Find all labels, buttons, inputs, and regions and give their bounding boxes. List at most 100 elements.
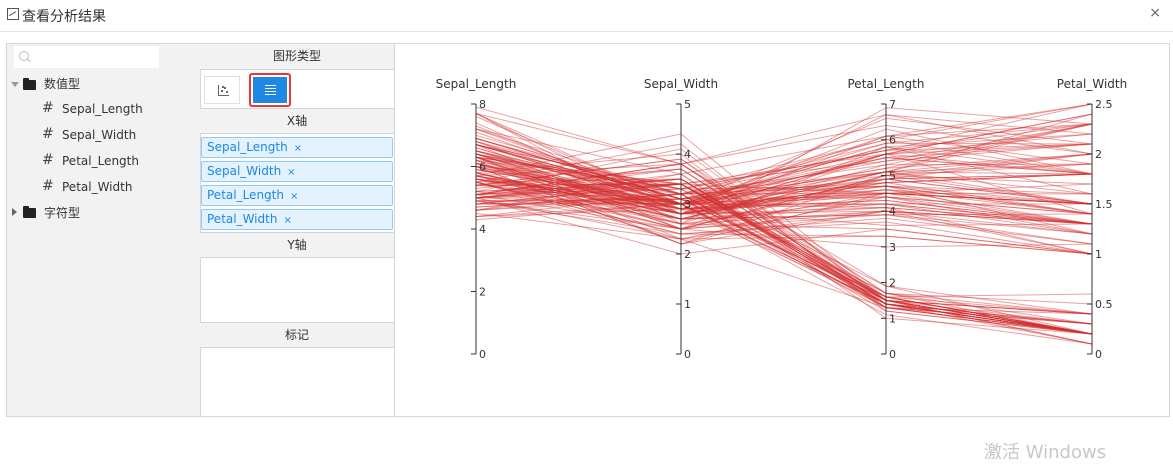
- data-line: [475, 133, 1093, 315]
- data-line: [475, 147, 1093, 215]
- tick-label: 3: [889, 241, 896, 254]
- data-line: [475, 163, 1093, 335]
- tick-label: 2: [684, 248, 691, 261]
- data-line: [475, 183, 1093, 335]
- remove-icon[interactable]: ×: [287, 167, 296, 178]
- data-line: [475, 162, 1093, 225]
- data-line: [475, 153, 1093, 225]
- data-line: [475, 183, 1093, 335]
- field-petal-width[interactable]: Petal_Width: [62, 180, 133, 194]
- data-line: [475, 188, 1093, 305]
- data-line: [475, 172, 1093, 235]
- x-field-chip[interactable]: Sepal_Width ×: [201, 161, 393, 182]
- data-line: [475, 175, 1093, 235]
- data-line: [475, 183, 1093, 335]
- data-line: [475, 158, 1093, 315]
- chart-icon: [7, 8, 19, 20]
- data-line: [475, 133, 1093, 215]
- remove-icon[interactable]: ×: [293, 143, 303, 154]
- window-titlebar: 查看分析结果 ×: [0, 0, 1173, 32]
- data-line: [475, 153, 1093, 215]
- data-line: [475, 178, 1093, 325]
- data-line: [475, 172, 1093, 255]
- data-line: [475, 175, 1093, 225]
- data-line: [475, 178, 1093, 225]
- folder-icon: [23, 78, 36, 90]
- data-line: [475, 169, 1093, 205]
- data-line: [475, 106, 1093, 165]
- data-line: [475, 141, 1093, 205]
- x-field-chip[interactable]: Petal_Width ×: [201, 209, 393, 230]
- tick-label: 4: [889, 205, 896, 218]
- close-icon[interactable]: ×: [1149, 5, 1161, 21]
- scatter-chart-button[interactable]: [204, 76, 240, 104]
- data-line: [475, 166, 1093, 245]
- tick-label: 2: [479, 286, 486, 299]
- data-line: [475, 166, 1093, 195]
- chart-type-header: 图形类型: [200, 44, 394, 70]
- data-line: [475, 178, 1093, 335]
- tick-label: 3: [684, 198, 691, 211]
- data-line: [475, 200, 1093, 335]
- data-line: [475, 123, 1093, 200]
- search-input[interactable]: [14, 46, 159, 68]
- data-line: [475, 181, 1093, 235]
- data-line: [475, 175, 1093, 225]
- y-axis-dropzone[interactable]: [200, 258, 394, 322]
- data-line: [475, 183, 1093, 230]
- data-line: [475, 150, 1093, 215]
- data-line: [475, 203, 1093, 335]
- data-line: [475, 150, 1093, 205]
- data-line: [476, 203, 1093, 345]
- data-line: [475, 141, 1093, 215]
- x-field-chip[interactable]: Petal_Length ×: [201, 185, 393, 206]
- x-field-chip[interactable]: Sepal_Length ×: [201, 137, 393, 158]
- y-axis-header: Y轴: [200, 232, 394, 258]
- data-line: [475, 156, 1093, 220]
- data-line: [475, 112, 1093, 215]
- numeric-field-icon: #: [42, 100, 54, 116]
- data-line: [475, 153, 1093, 200]
- remove-icon[interactable]: ×: [283, 215, 292, 226]
- tick-label: 0: [479, 348, 486, 361]
- data-line: [475, 166, 1093, 210]
- marker-dropzone[interactable]: [200, 348, 394, 416]
- chevron-down-icon[interactable]: [11, 82, 19, 87]
- data-line: [475, 169, 1093, 195]
- data-line: [475, 198, 1093, 335]
- data-line: [475, 178, 1093, 226]
- data-line: [475, 116, 1093, 205]
- data-line: [475, 193, 1093, 335]
- data-line: [475, 112, 1093, 205]
- data-line: [475, 178, 1093, 205]
- data-line: [476, 203, 1093, 325]
- data-line: [475, 107, 1093, 225]
- group-string[interactable]: 字符型: [44, 206, 81, 220]
- field-sepal-width[interactable]: Sepal_Width: [62, 128, 137, 142]
- chevron-right-icon[interactable]: [12, 208, 17, 216]
- tick-label: 6: [889, 134, 896, 147]
- data-line: [475, 184, 1093, 205]
- data-line: [475, 131, 1093, 205]
- data-line: [475, 193, 1093, 335]
- data-line: [475, 169, 1092, 205]
- data-line: [475, 175, 1093, 255]
- data-line: [475, 144, 1093, 205]
- data-line: [475, 181, 1093, 240]
- remove-icon[interactable]: ×: [289, 191, 299, 202]
- data-line: [475, 162, 1093, 235]
- group-numeric[interactable]: 数值型: [44, 77, 81, 91]
- scatter-icon: [218, 85, 229, 96]
- data-line: [475, 194, 1093, 248]
- numeric-field-icon: #: [42, 126, 54, 142]
- data-line: [475, 156, 1093, 240]
- tick-label: 8: [479, 98, 486, 111]
- field-sepal-length[interactable]: Sepal_Length: [62, 102, 143, 116]
- data-line: [475, 137, 1093, 200]
- data-line: [475, 153, 1093, 230]
- field-petal-length[interactable]: Petal_Length: [62, 154, 139, 168]
- data-line: [475, 156, 1093, 195]
- data-line: [475, 128, 1093, 205]
- parallel-chart-button[interactable]: [249, 73, 291, 107]
- tick-label: 6: [479, 161, 486, 174]
